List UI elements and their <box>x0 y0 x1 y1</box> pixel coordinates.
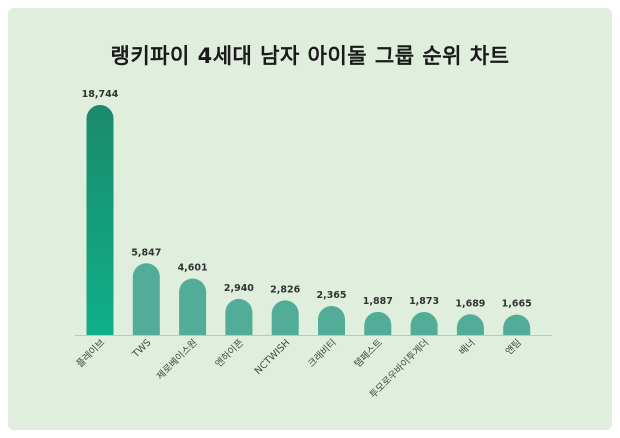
value-label-1: 5,847 <box>131 247 161 258</box>
value-label-8: 1,689 <box>455 298 485 309</box>
value-label-4: 2,826 <box>270 284 300 295</box>
value-label-9: 1,665 <box>502 299 532 310</box>
bar-1 <box>132 263 160 335</box>
category-label-0: 플레이브 <box>75 337 108 370</box>
category-label-2: 제로베이스원 <box>155 337 200 382</box>
bar-6 <box>364 311 392 335</box>
bar-3 <box>225 298 253 335</box>
category-label-6: 템페스트 <box>352 336 385 369</box>
category-label-3: 엔하이픈 <box>213 336 246 369</box>
value-label-6: 1,887 <box>363 296 393 307</box>
category-label-8: 배너 <box>457 337 477 357</box>
category-label-9: 앤팀 <box>503 337 524 358</box>
category-label-4: NCTWISH <box>253 337 293 377</box>
value-label-0: 18,744 <box>82 89 119 100</box>
bar-7 <box>410 312 438 335</box>
bar-2 <box>179 278 207 335</box>
value-label-2: 4,601 <box>178 263 208 274</box>
bar-0 <box>86 105 114 335</box>
bar-8 <box>456 314 484 335</box>
value-label-5: 2,365 <box>316 290 346 301</box>
category-label-1: TWS <box>130 337 154 361</box>
chart-title: 랭키파이 4세대 남자 아이돌 그룹 순위 차트 <box>110 44 510 68</box>
value-label-3: 2,940 <box>224 283 254 294</box>
bar-5 <box>318 305 345 335</box>
bar-4 <box>271 300 299 335</box>
value-label-7: 1,873 <box>409 296 439 307</box>
bar-9 <box>503 314 531 335</box>
category-label-5: 크래비티 <box>306 337 339 370</box>
